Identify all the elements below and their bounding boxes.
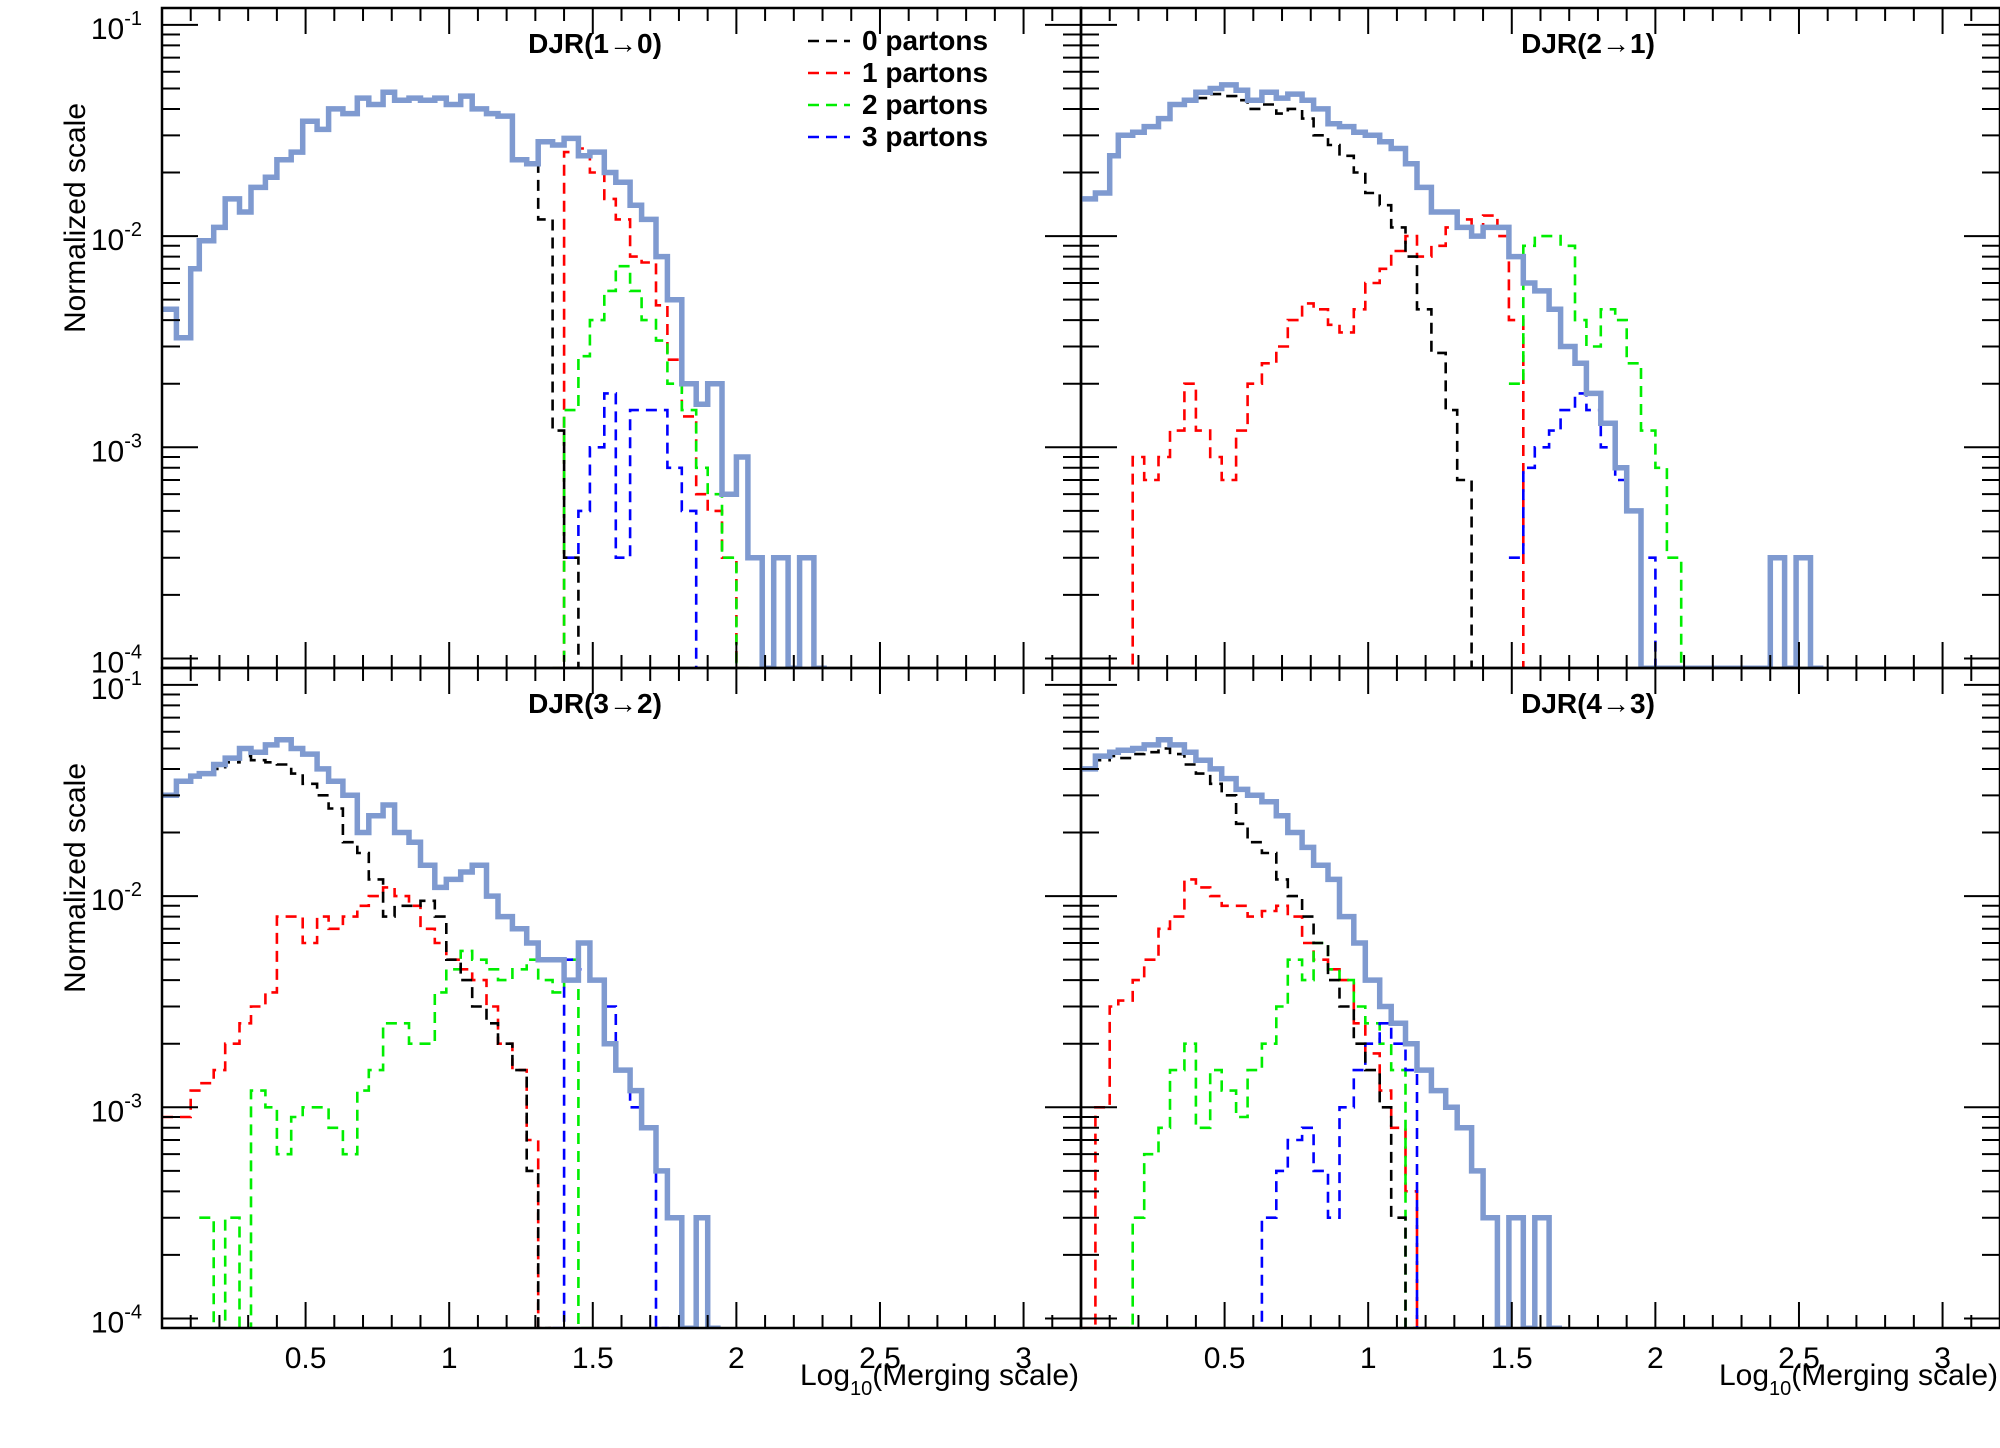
x-tick-label: 1 <box>1360 1342 1377 1375</box>
hist-0-partons <box>1081 92 1485 668</box>
panel-title: DJR(3→2) <box>528 688 662 719</box>
hist-3-partons <box>564 392 710 668</box>
hist-total <box>162 736 721 1328</box>
y-tick-label: 10-1 <box>91 8 142 46</box>
legend-label: 1 partons <box>862 57 988 88</box>
hist-3-partons <box>552 958 669 1328</box>
hist-0-partons <box>162 90 592 668</box>
panel-frame <box>1079 6 2000 670</box>
hist-total <box>162 89 827 668</box>
x-tick-label: 2 <box>1647 1342 1664 1375</box>
panel-title: DJR(4→3) <box>1521 688 1655 719</box>
hist-1-partons <box>552 147 750 668</box>
x-tick-label: 2.5 <box>1778 1342 1820 1375</box>
panel-2 <box>1079 6 2000 670</box>
panel-frame <box>160 666 1083 1330</box>
panel-4 <box>1079 666 2000 1330</box>
hist-0-partons <box>1081 747 1419 1328</box>
legend-label: 3 partons <box>862 121 988 152</box>
y-tick-label: 10-3 <box>91 1090 142 1128</box>
hist-2-partons <box>1508 234 1798 668</box>
y-tick-label: 10-2 <box>91 879 142 917</box>
x-tick-label: 2 <box>728 1342 745 1375</box>
histograms <box>162 89 827 668</box>
x-tick-label: 0.5 <box>1204 1342 1246 1375</box>
hist-2-partons <box>1118 941 1419 1328</box>
hist-3-partons <box>1250 1022 1430 1328</box>
y-tick-label: 10-2 <box>91 219 142 257</box>
hist-1-partons <box>1118 214 1537 668</box>
x-tick-label: 3 <box>1015 1342 1032 1375</box>
x-tick-label: 3 <box>1934 1342 1951 1375</box>
y-tick-label: 10-4 <box>91 1301 142 1339</box>
panel-title: DJR(1→0) <box>528 28 662 59</box>
hist-2-partons <box>199 949 592 1328</box>
hist-0-partons <box>162 754 552 1328</box>
legend-label: 0 partons <box>862 25 988 56</box>
hist-3-partons <box>1508 392 1669 668</box>
hist-2-partons <box>552 264 750 668</box>
y-axis-label: Normalized scale <box>59 763 92 993</box>
x-axis-label: Log10(Merging scale) <box>800 1359 1079 1400</box>
y-tick-label: 10-4 <box>91 641 142 679</box>
y-axis-label: Normalized scale <box>59 103 92 333</box>
panels-layer <box>160 6 2000 1330</box>
histograms <box>1081 82 1824 668</box>
x-tick-label: 2.5 <box>859 1342 901 1375</box>
hist-1-partons <box>162 886 552 1328</box>
x-tick-label: 1.5 <box>572 1342 614 1375</box>
x-tick-label: 1 <box>441 1342 458 1375</box>
legend-label: 2 partons <box>862 89 988 120</box>
hist-total <box>1081 736 1562 1328</box>
x-axis-label: Log10(Merging scale) <box>1719 1359 1998 1400</box>
y-tick-label: 10-1 <box>91 668 142 706</box>
panel-3 <box>160 666 1083 1330</box>
hist-1-partons <box>1081 878 1430 1328</box>
labels-layer: 10-1 10-2 10-3 10-4 Normalized scale DJR(1→0)… <box>59 8 1998 1400</box>
hist-total <box>1081 82 1824 668</box>
y-tick-label: 10-3 <box>91 430 142 468</box>
histograms <box>1081 736 1562 1328</box>
histograms <box>162 736 721 1328</box>
x-tick-label: 1.5 <box>1491 1342 1533 1375</box>
x-tick-label: 0.5 <box>285 1342 327 1375</box>
panel-title: DJR(2→1) <box>1521 28 1655 59</box>
